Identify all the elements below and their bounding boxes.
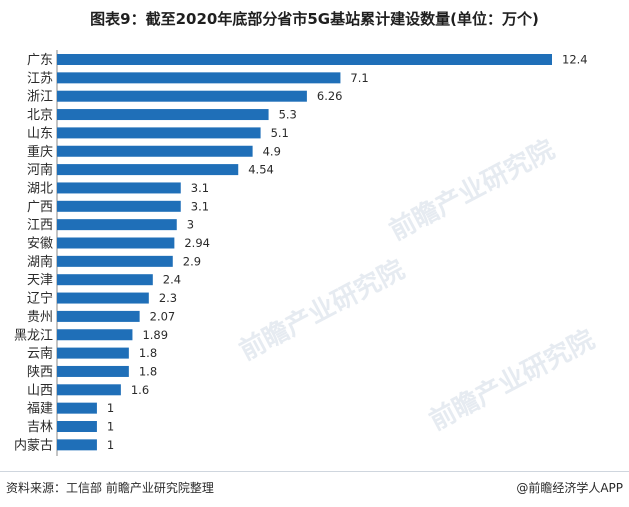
category-label: 广西 xyxy=(27,200,53,215)
value-label: 4.54 xyxy=(248,163,274,177)
bar xyxy=(57,109,269,121)
bar xyxy=(57,145,253,157)
category-label: 云南 xyxy=(27,346,53,362)
category-label: 江西 xyxy=(27,218,53,233)
bar xyxy=(57,182,181,194)
bar xyxy=(57,90,307,102)
category-label: 河南 xyxy=(27,162,53,178)
category-label: 湖北 xyxy=(27,181,53,196)
category-label: 贵州 xyxy=(27,310,53,325)
value-label: 1.6 xyxy=(131,383,149,397)
category-label: 浙江 xyxy=(27,90,53,105)
bar xyxy=(57,384,121,396)
category-label: 吉林 xyxy=(27,420,53,435)
category-label: 山西 xyxy=(27,383,53,398)
bar xyxy=(57,310,140,322)
value-label: 3.1 xyxy=(191,199,209,213)
category-label: 天津 xyxy=(27,273,53,288)
source-note: 资料来源：工信部 前瞻产业研究院整理 xyxy=(6,481,214,495)
value-label: 1.8 xyxy=(139,364,157,378)
value-label: 2.4 xyxy=(163,273,181,287)
brand-credit: @前瞻经济学人APP xyxy=(516,481,623,495)
bar xyxy=(57,237,175,249)
value-label: 7.1 xyxy=(350,71,368,85)
bar xyxy=(57,72,341,84)
value-label: 1 xyxy=(107,438,114,452)
category-label: 内蒙古 xyxy=(14,437,53,453)
category-label: 广东 xyxy=(27,53,53,68)
footer-divider xyxy=(0,471,629,472)
category-label: 陕西 xyxy=(27,365,53,380)
category-label: 重庆 xyxy=(27,144,53,160)
value-label: 3 xyxy=(187,218,194,232)
bar xyxy=(57,347,129,359)
category-label: 江苏 xyxy=(27,70,53,86)
chart-title: 图表9：截至2020年底部分省市5G基站累计建设数量(单位：万个) xyxy=(90,10,539,28)
value-label: 1 xyxy=(107,420,114,434)
bar xyxy=(57,365,129,377)
value-label: 2.3 xyxy=(159,291,177,305)
value-label: 5.1 xyxy=(271,126,289,140)
category-label: 湖南 xyxy=(27,254,53,270)
value-label: 1.8 xyxy=(139,346,157,360)
category-label: 黑龙江 xyxy=(14,328,53,343)
bar xyxy=(57,164,239,176)
value-label: 4.9 xyxy=(263,144,281,158)
value-label: 2.07 xyxy=(150,309,176,323)
value-label: 2.9 xyxy=(183,254,201,268)
value-label: 3.1 xyxy=(191,181,209,195)
category-label: 福建 xyxy=(27,402,53,417)
category-label: 辽宁 xyxy=(27,291,53,307)
bar xyxy=(57,200,181,212)
bar xyxy=(57,439,97,451)
value-label: 5.3 xyxy=(279,108,297,122)
bar xyxy=(57,421,97,432)
bar xyxy=(57,329,133,341)
bar xyxy=(57,274,153,286)
bar xyxy=(57,292,149,304)
value-label: 1.89 xyxy=(142,328,168,342)
category-label: 山东 xyxy=(27,126,53,141)
bar xyxy=(57,255,173,267)
bar xyxy=(57,402,97,414)
bar xyxy=(57,219,177,231)
value-label: 2.94 xyxy=(184,236,210,250)
value-label: 12.4 xyxy=(562,53,588,67)
value-label: 1 xyxy=(107,401,114,415)
bar xyxy=(57,127,261,139)
bar xyxy=(57,54,552,65)
value-label: 6.26 xyxy=(317,89,343,103)
category-label: 北京 xyxy=(27,108,53,123)
category-label: 安徽 xyxy=(27,237,53,252)
